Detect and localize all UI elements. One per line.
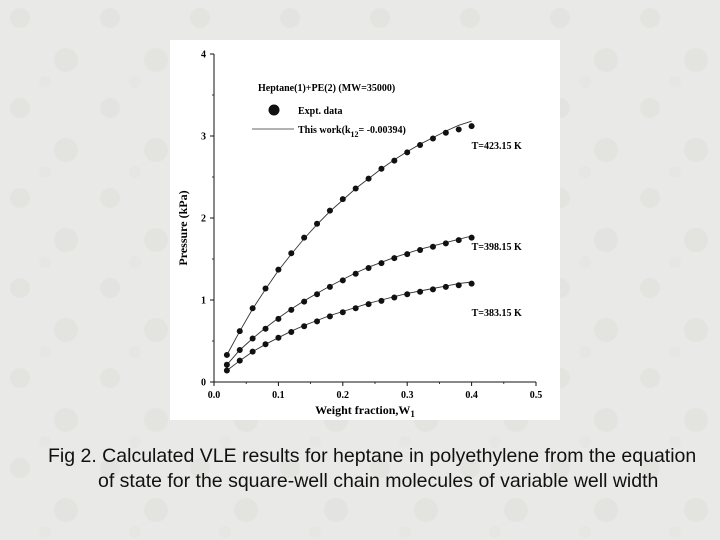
expt-points — [223, 123, 475, 374]
expt-point — [223, 351, 230, 358]
expt-point — [223, 367, 230, 374]
y-axis-label: Pressure (kPa) — [176, 190, 190, 265]
expt-point — [249, 348, 256, 355]
expt-point — [236, 357, 243, 364]
expt-point — [275, 266, 282, 273]
expt-point — [326, 283, 333, 290]
x-tick-label: 0.3 — [401, 390, 414, 401]
expt-point — [301, 323, 308, 330]
expt-point — [391, 157, 398, 164]
expt-point — [468, 280, 475, 287]
legend-expt-marker — [268, 104, 280, 116]
expt-point — [262, 325, 269, 332]
expt-point — [417, 288, 424, 295]
expt-point — [365, 175, 372, 182]
expt-point — [326, 313, 333, 320]
legend: Heptane(1)+PE(2) (MW=35000) Expt. data T… — [252, 83, 406, 139]
expt-point — [288, 328, 295, 335]
x-tick-label: 0.0 — [208, 390, 221, 401]
expt-point — [223, 361, 230, 368]
expt-point — [455, 126, 462, 133]
legend-model-label: This work(k12= -0.00394) — [298, 125, 406, 139]
expt-point — [365, 265, 372, 272]
expt-point — [301, 234, 308, 241]
expt-point — [378, 165, 385, 172]
expt-point — [468, 234, 475, 241]
y-tick-label: 4 — [201, 50, 206, 61]
expt-point — [326, 207, 333, 214]
x-tick-label: 0.1 — [272, 390, 285, 401]
expt-point — [352, 270, 359, 277]
expt-point — [468, 123, 475, 130]
expt-point — [455, 237, 462, 244]
expt-point — [301, 298, 308, 305]
expt-point — [391, 255, 398, 262]
expt-point — [442, 240, 449, 247]
expt-point — [288, 250, 295, 257]
x-tick-label: 0.2 — [337, 390, 350, 401]
figure-panel: 0 1 2 3 4 0.0 0.1 0.2 0.3 0.4 0.5 Weight fraction,W… — [170, 40, 560, 420]
series-label: T=398.15 K — [472, 242, 522, 253]
expt-point — [442, 129, 449, 136]
y-tick-label: 1 — [201, 296, 206, 307]
figure-caption: Fig 2. Calculated VLE results for heptan… — [48, 444, 698, 494]
expt-point — [429, 135, 436, 142]
model-line — [226, 120, 472, 356]
expt-point — [314, 291, 321, 298]
expt-point — [352, 305, 359, 312]
legend-system: Heptane(1)+PE(2) (MW=35000) — [258, 83, 395, 94]
expt-point — [404, 291, 411, 298]
expt-point — [352, 185, 359, 192]
expt-point — [262, 285, 269, 292]
expt-point — [275, 334, 282, 341]
series-label: T=423.15 K — [472, 141, 522, 152]
caption-line-2: of state for the square-well chain molec… — [98, 470, 659, 492]
series-label: T=383.15 K — [472, 308, 522, 319]
series-labels: T=423.15 K T=398.15 K T=383.15 K — [472, 141, 522, 319]
expt-point — [262, 341, 269, 348]
axes: 0 1 2 3 4 0.0 0.1 0.2 0.3 0.4 0.5 Weight fraction,W… — [176, 50, 542, 420]
x-tick-label: 0.5 — [530, 390, 543, 401]
expt-point — [314, 318, 321, 325]
y-tick-label: 2 — [201, 214, 206, 225]
expt-point — [365, 301, 372, 308]
caption-line-1: Fig 2. Calculated VLE results for heptan… — [48, 445, 697, 467]
expt-point — [417, 142, 424, 149]
expt-point — [314, 220, 321, 227]
x-axis-label: Weight fraction,W1 — [315, 403, 415, 419]
expt-point — [275, 315, 282, 322]
expt-point — [429, 243, 436, 250]
expt-point — [236, 328, 243, 335]
x-tick-label: 0.4 — [465, 390, 478, 401]
expt-point — [417, 246, 424, 253]
expt-point — [236, 347, 243, 354]
expt-point — [339, 196, 346, 203]
legend-expt-label: Expt. data — [298, 106, 342, 117]
expt-point — [249, 335, 256, 342]
expt-point — [378, 260, 385, 267]
expt-point — [249, 305, 256, 312]
expt-point — [339, 277, 346, 284]
expt-point — [442, 283, 449, 290]
y-tick-label: 3 — [201, 132, 206, 143]
expt-point — [404, 149, 411, 156]
expt-point — [404, 251, 411, 258]
expt-point — [378, 297, 385, 304]
expt-point — [455, 282, 462, 289]
expt-point — [288, 306, 295, 313]
expt-point — [339, 309, 346, 316]
model-line — [226, 281, 472, 371]
expt-point — [429, 286, 436, 293]
y-tick-label: 0 — [201, 378, 206, 389]
expt-point — [391, 294, 398, 301]
vle-chart: 0 1 2 3 4 0.0 0.1 0.2 0.3 0.4 0.5 Weight fraction,W… — [176, 50, 542, 420]
